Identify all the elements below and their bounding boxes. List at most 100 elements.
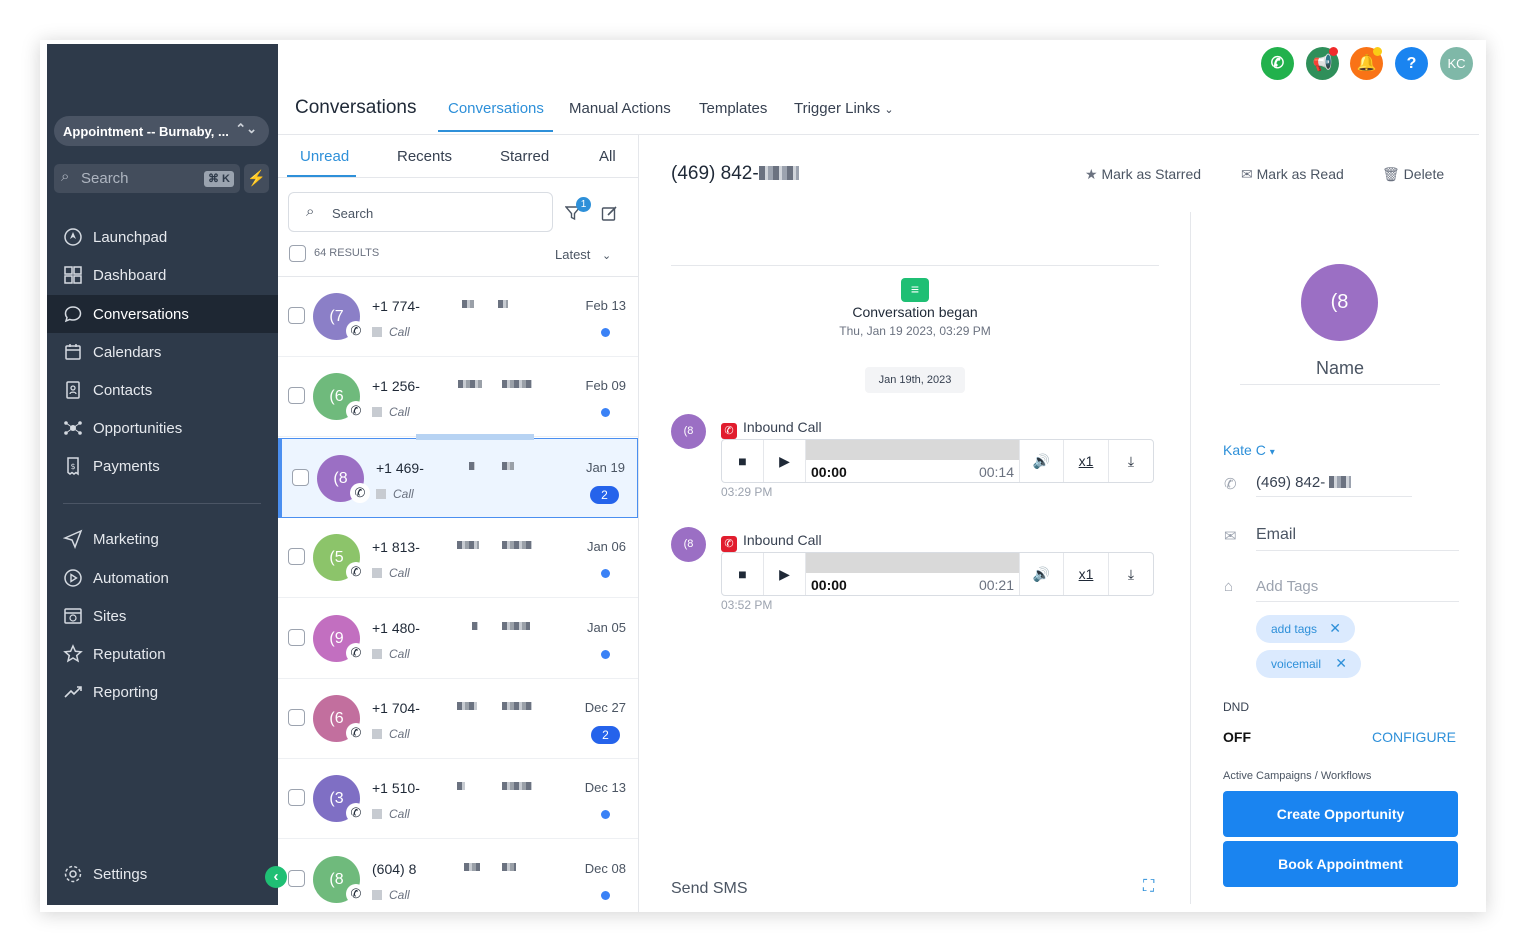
active-tab-indicator bbox=[438, 130, 553, 132]
tag-chip[interactable]: voicemail ✕ bbox=[1256, 650, 1361, 678]
filter-tab-starred[interactable]: Starred bbox=[500, 148, 550, 165]
sidebar-item-label: Calendars bbox=[93, 344, 162, 361]
play-button[interactable]: ▶ bbox=[764, 553, 806, 595]
user-avatar[interactable]: KC bbox=[1440, 47, 1473, 80]
playback-progress[interactable]: 00:00 00:21 bbox=[806, 553, 1019, 595]
collapse-sidebar-chevron-icon[interactable]: ‹ bbox=[265, 866, 287, 888]
stop-button[interactable]: ■ bbox=[722, 553, 764, 595]
add-tags-input[interactable]: Add Tags bbox=[1256, 578, 1319, 595]
stop-button[interactable]: ■ bbox=[722, 440, 764, 482]
sidebar-item-automation[interactable]: Automation bbox=[47, 559, 278, 597]
send-sms-composer[interactable]: Send SMS bbox=[671, 880, 748, 897]
progress-track[interactable] bbox=[806, 440, 1019, 460]
conversation-row[interactable]: (8 ✆ (604) 8 Call Dec 08 bbox=[278, 840, 638, 912]
campaigns-label: Active Campaigns / Workflows bbox=[1223, 770, 1372, 782]
sidebar-item-label: Reporting bbox=[93, 684, 159, 701]
conversation-row[interactable]: (3 ✆ +1 510- Call Dec 13 bbox=[278, 759, 638, 840]
contact-phone-field[interactable]: (469) 842- bbox=[1256, 474, 1352, 491]
conversation-search-input[interactable]: ⌕ Search bbox=[288, 192, 553, 232]
sidebar-item-sites[interactable]: Sites bbox=[47, 597, 278, 635]
sidebar-item-marketing[interactable]: Marketing bbox=[47, 520, 278, 558]
network-icon bbox=[63, 418, 83, 438]
book-appointment-button[interactable]: Book Appointment bbox=[1223, 841, 1458, 887]
row-checkbox[interactable] bbox=[288, 709, 305, 726]
unread-dot bbox=[601, 569, 610, 579]
volume-button[interactable]: 🔊 bbox=[1019, 553, 1064, 595]
sidebar-item-conversations[interactable]: Conversations bbox=[47, 295, 278, 333]
conversation-began-date: Thu, Jan 19 2023, 03:29 PM bbox=[839, 324, 991, 338]
row-checkbox[interactable] bbox=[288, 307, 305, 324]
sidebar-search[interactable]: ⌕ Search ⌘ K bbox=[54, 164, 240, 193]
conversation-row[interactable]: (5 ✆ +1 813- Call Jan 06 bbox=[278, 518, 638, 599]
sidebar-item-reporting[interactable]: Reporting bbox=[47, 673, 278, 711]
row-checkbox[interactable] bbox=[288, 548, 305, 566]
sidebar-item-contacts[interactable]: Contacts bbox=[47, 371, 278, 409]
help-icon[interactable]: ? bbox=[1395, 47, 1428, 80]
playback-speed-button[interactable]: x1 bbox=[1064, 440, 1109, 482]
redacted-digits bbox=[502, 782, 532, 791]
sidebar-item-launchpad[interactable]: Launchpad bbox=[47, 218, 278, 256]
redacted-digits bbox=[462, 300, 474, 308]
row-checkbox[interactable] bbox=[288, 628, 305, 646]
quick-actions-bolt-icon[interactable]: ⚡ bbox=[244, 164, 269, 193]
row-checkbox[interactable] bbox=[288, 387, 305, 405]
redacted-digits bbox=[469, 461, 475, 470]
sidebar-item-dashboard[interactable]: Dashboard bbox=[47, 256, 278, 294]
active-filter-indicator bbox=[287, 175, 356, 177]
sort-select[interactable]: Latest ⌄ bbox=[555, 247, 611, 262]
row-checkbox[interactable] bbox=[288, 789, 305, 807]
mark-starred-button[interactable]: ★ Mark as Starred bbox=[1085, 166, 1201, 183]
create-opportunity-button[interactable]: Create Opportunity bbox=[1223, 791, 1458, 837]
filter-tab-recents[interactable]: Recents bbox=[397, 148, 453, 165]
download-button[interactable]: ⤓ bbox=[1109, 553, 1153, 595]
row-checkbox[interactable] bbox=[288, 869, 305, 887]
conversation-row[interactable]: (9 ✆ +1 480- Call Jan 05 bbox=[278, 599, 638, 679]
redacted-digits bbox=[472, 621, 478, 630]
megaphone-icon[interactable]: 📢 bbox=[1306, 47, 1339, 80]
action-label: Mark as Read bbox=[1256, 166, 1344, 182]
tag-chip[interactable]: add tags ✕ bbox=[1256, 615, 1355, 643]
expand-icon[interactable]: ⛶ bbox=[1143, 878, 1155, 895]
download-button[interactable]: ⤓ bbox=[1109, 440, 1153, 482]
panel-divider bbox=[1190, 212, 1191, 904]
conversation-row[interactable]: (7 ✆ +1 774- Call Feb 13 bbox=[278, 277, 638, 357]
remove-tag-icon[interactable]: ✕ bbox=[1329, 620, 1341, 636]
email-field[interactable]: Email bbox=[1256, 526, 1297, 543]
filter-tab-all[interactable]: All bbox=[599, 148, 616, 165]
row-checkbox[interactable] bbox=[292, 468, 309, 486]
tab-templates[interactable]: Templates bbox=[699, 100, 768, 117]
sidebar-item-calendars[interactable]: Calendars bbox=[47, 333, 278, 371]
contact-name[interactable]: Name bbox=[1315, 358, 1364, 378]
volume-button[interactable]: 🔊 bbox=[1019, 440, 1064, 482]
bell-icon[interactable]: 🔔 bbox=[1350, 47, 1383, 80]
tab-trigger-links[interactable]: Trigger Links ⌄ bbox=[794, 100, 894, 117]
remove-tag-icon[interactable]: ✕ bbox=[1335, 655, 1347, 671]
redacted-digits bbox=[498, 300, 508, 308]
sidebar-item-settings[interactable]: Settings bbox=[47, 855, 278, 893]
playback-progress[interactable]: 00:00 00:14 bbox=[806, 440, 1019, 482]
redacted-digits bbox=[464, 862, 480, 871]
configure-dnd-button[interactable]: CONFIGURE bbox=[1372, 729, 1456, 745]
sidebar-item-label: Automation bbox=[93, 570, 169, 587]
conversation-row[interactable]: (8 ✆ +1 469- Call Jan 19 2 bbox=[278, 437, 638, 518]
filter-tab-unread[interactable]: Unread bbox=[300, 148, 350, 165]
select-all-checkbox[interactable] bbox=[289, 245, 306, 262]
progress-track[interactable] bbox=[806, 553, 1019, 573]
row-number: (604) 8 bbox=[372, 860, 417, 877]
conversation-row[interactable]: (6 ✆ +1 704- Call Dec 27 2 bbox=[278, 679, 638, 759]
tab-manual-actions[interactable]: Manual Actions bbox=[569, 100, 671, 117]
location-switcher[interactable]: Appointment -- Burnaby, ... ⌃⌄ bbox=[54, 116, 269, 146]
compose-icon[interactable] bbox=[601, 205, 618, 227]
phone-call-icon: ✆ bbox=[721, 536, 737, 552]
phone-icon[interactable]: ✆ bbox=[1261, 47, 1294, 80]
mark-read-button[interactable]: ✉ Mark as Read bbox=[1241, 166, 1344, 183]
assigned-user-select[interactable]: Kate C ▾ bbox=[1223, 442, 1275, 458]
sidebar-item-opportunities[interactable]: Opportunities bbox=[47, 409, 278, 447]
tab-conversations[interactable]: Conversations bbox=[448, 100, 544, 117]
sidebar-item-payments[interactable]: $ Payments bbox=[47, 447, 278, 485]
sidebar-item-reputation[interactable]: Reputation bbox=[47, 635, 278, 673]
playback-speed-button[interactable]: x1 bbox=[1064, 553, 1109, 595]
play-button[interactable]: ▶ bbox=[764, 440, 806, 482]
delete-button[interactable]: 🗑 Delete bbox=[1382, 166, 1444, 183]
conversation-row[interactable]: (6 ✆ +1 256- Call Feb 09 bbox=[278, 357, 638, 438]
